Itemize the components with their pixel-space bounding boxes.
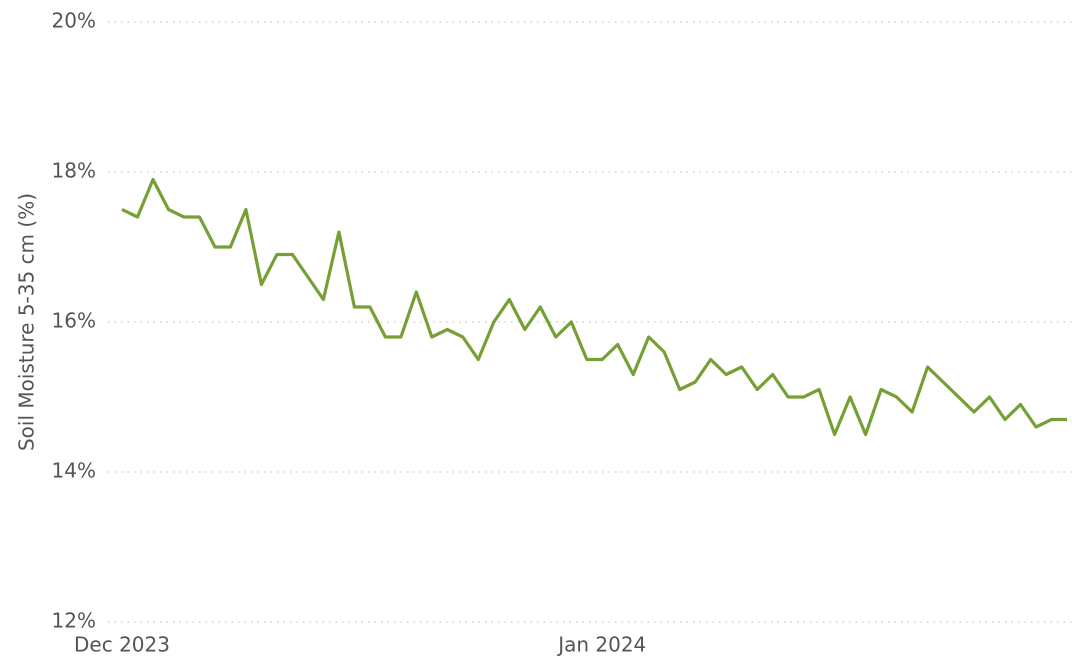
y-tick-label: 12% (52, 609, 96, 633)
y-axis-label: Soil Moisture 5-35 cm (%) (15, 193, 39, 451)
y-tick-label: 16% (52, 309, 96, 333)
x-tick-label: Dec 2023 (74, 633, 170, 656)
y-tick-label: 20% (52, 9, 96, 33)
y-tick-label: 14% (52, 459, 96, 483)
data-line (121, 177, 1067, 437)
y-tick-label: 18% (52, 159, 96, 183)
x-tick-label: Jan 2024 (556, 633, 646, 656)
